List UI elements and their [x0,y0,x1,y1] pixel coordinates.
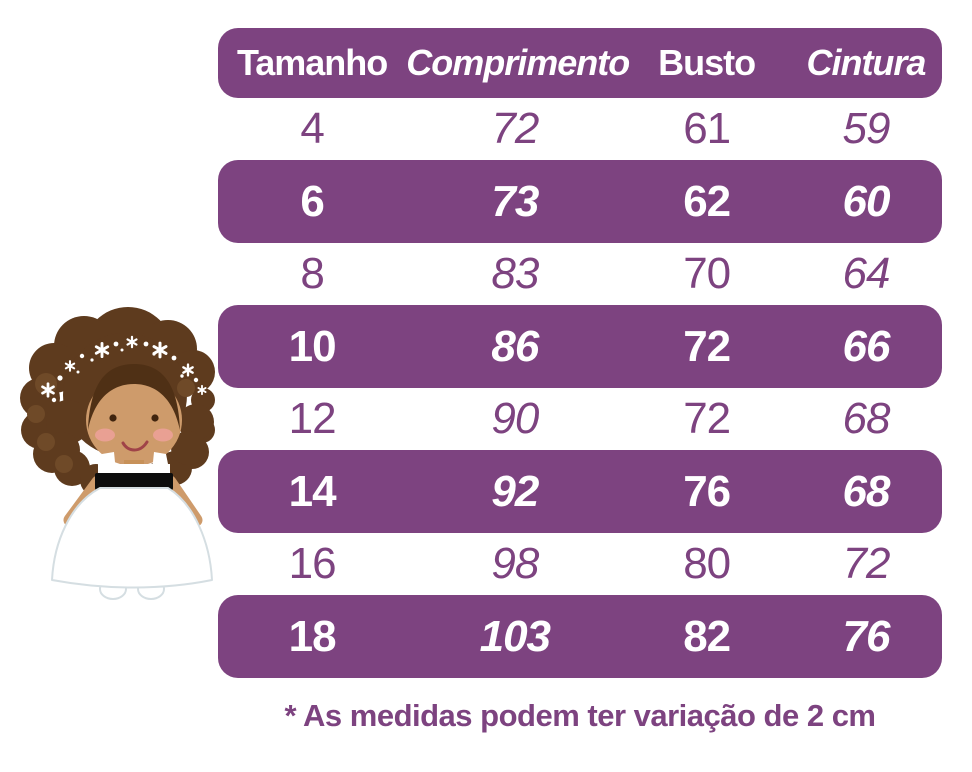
flower-girl-illustration [20,307,215,600]
cell-tamanho: 14 [288,466,337,516]
cell-comprimento: 72 [491,104,539,153]
table-row-size-12: 12 90 72 68 [218,388,942,450]
measurement-variation-footnote: * As medidas podem ter variação de 2 cm [284,698,877,733]
table-row-size-6: 6 73 62 60 [218,160,942,243]
cell-tamanho: 16 [288,539,337,588]
cell-comprimento: 73 [491,176,539,226]
cell-tamanho: 10 [288,321,337,371]
flower-crown-icon [41,335,207,403]
column-header-comprimento: Comprimento [406,42,630,83]
girl-dress [51,452,213,600]
cell-busto: 62 [683,176,731,226]
table-row-size-18: 18 103 82 76 [218,595,942,678]
column-header-busto: Busto [658,42,756,83]
table-row-size-4: 4 72 61 59 [218,98,942,160]
cell-tamanho: 8 [300,249,324,298]
cell-comprimento: 86 [491,321,539,371]
cell-busto: 70 [683,249,731,298]
table-row-size-14: 14 92 76 68 [218,450,942,533]
cell-busto: 72 [683,394,731,443]
cell-busto: 76 [683,466,731,516]
cell-comprimento: 90 [491,394,539,443]
cell-tamanho: 18 [288,611,337,661]
girl-fringe [88,364,180,430]
girl-eye-right [151,414,159,422]
cell-cintura: 76 [842,611,890,661]
cell-cintura: 66 [842,321,890,371]
table-header-row: Tamanho Comprimento Busto Cintura [218,28,942,98]
cell-busto: 72 [683,321,731,371]
table-row-size-8: 8 83 70 64 [218,243,942,305]
column-header-tamanho: Tamanho [236,42,388,83]
cell-cintura: 64 [842,249,890,298]
cell-busto: 82 [683,611,731,661]
cell-cintura: 59 [842,104,890,153]
dress-skirt [51,487,213,589]
girl-eye-left [109,414,117,422]
girl-smile [121,440,149,452]
cell-tamanho: 12 [288,394,337,443]
cell-cintura: 68 [842,394,890,443]
cell-comprimento: 103 [479,611,551,661]
cell-tamanho: 6 [300,176,324,226]
girl-cheek-left [95,428,115,442]
cell-tamanho: 4 [300,104,324,153]
cell-cintura: 60 [842,176,890,226]
size-chart-table: Tamanho Comprimento Busto Cintura 4 72 6… [218,28,942,678]
cell-comprimento: 92 [491,466,539,516]
dress-sash [95,473,173,490]
cell-cintura: 68 [842,466,890,516]
girl-face [86,364,182,466]
cell-busto: 61 [683,104,731,153]
girl-cheek-right [153,428,173,442]
table-row-size-10: 10 86 72 66 [218,305,942,388]
table-row-size-16: 16 98 80 72 [218,533,942,595]
cell-busto: 80 [683,539,731,588]
cell-comprimento: 98 [491,539,539,588]
cell-comprimento: 83 [491,249,539,298]
cell-cintura: 72 [842,539,890,588]
column-header-cintura: Cintura [806,42,926,83]
